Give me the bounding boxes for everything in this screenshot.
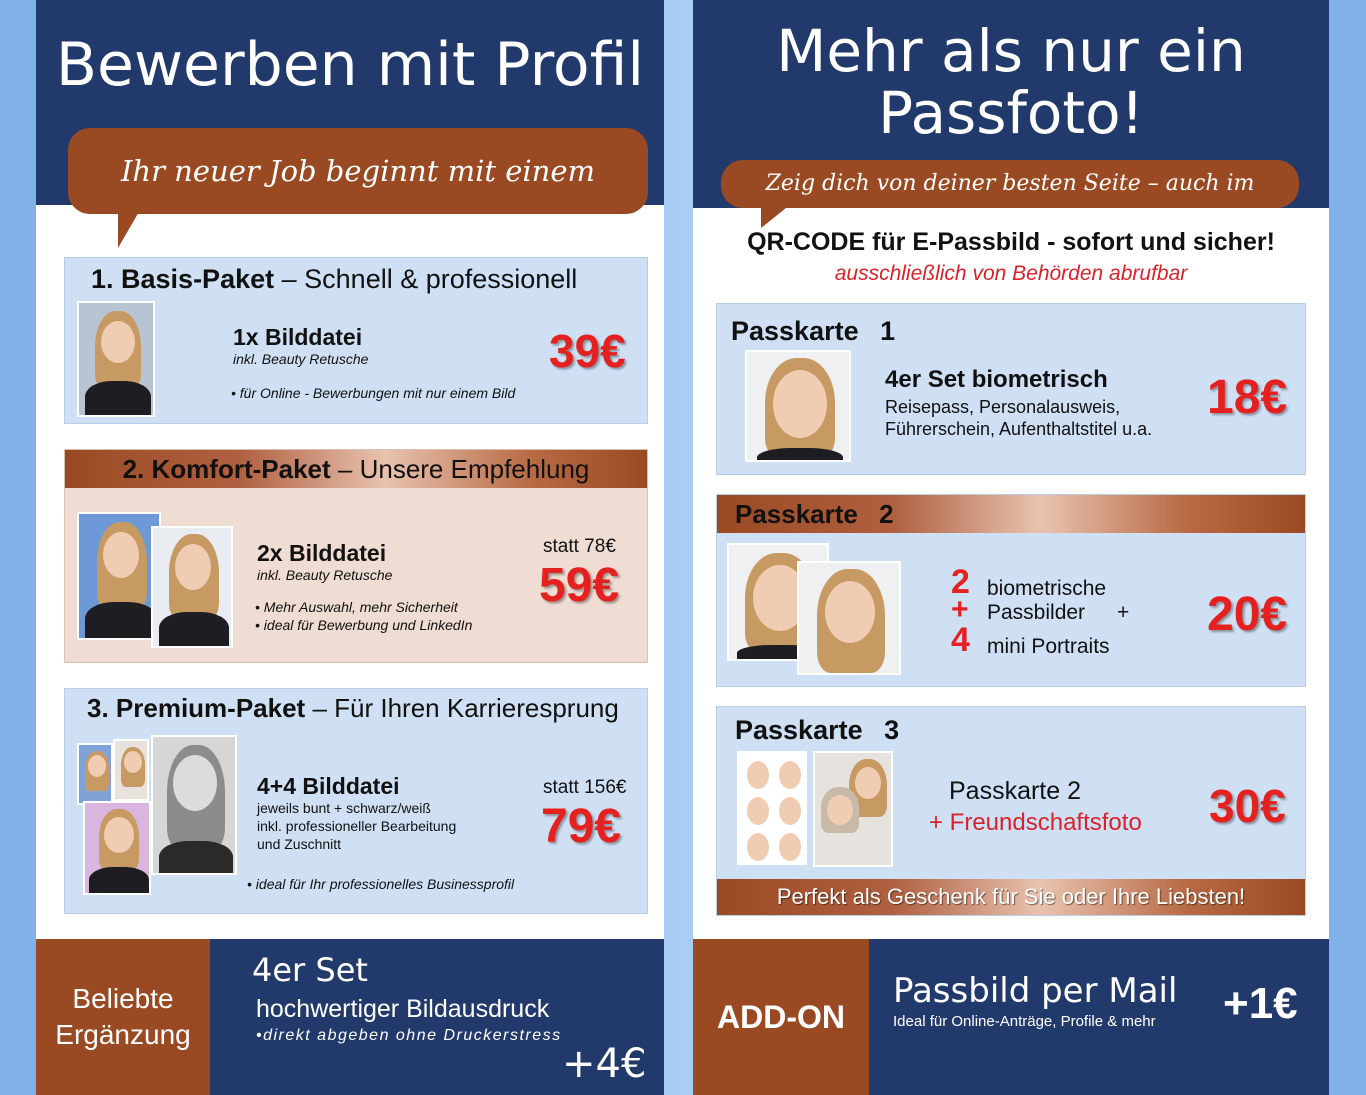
passport-photo-sheet <box>737 751 807 865</box>
package-basis-note: • für Online - Bewerbungen mit nur einem… <box>231 385 516 401</box>
package-premium-name: 3. Premium-Paket <box>87 693 306 723</box>
passkarte-2-count-2: 4 <box>951 621 970 659</box>
qr-title: QR-CODE für E-Passbild - sofort und sich… <box>747 228 1275 256</box>
passkarte-2-price: 20€ <box>1207 588 1288 641</box>
portrait-photo <box>77 301 155 417</box>
package-basis-heading: 1. Basis-Paket – Schnell & professionell <box>91 264 578 294</box>
passkarte-2-plus-1: + <box>951 593 969 626</box>
package-komfort-name: 2. Komfort-Paket <box>122 454 331 484</box>
package-komfort-tagline: Unsere Empfehlung <box>359 454 590 484</box>
passkarte-1-heading: Passkarte 1 <box>731 316 895 347</box>
bottom-price: +4€ <box>562 1041 647 1087</box>
portrait-photo <box>77 743 113 805</box>
package-premium-old-price: statt 156€ <box>543 777 627 798</box>
portrait-photo <box>83 801 151 895</box>
package-komfort-note-1: • Mehr Auswahl, mehr Sicherheit <box>255 599 458 615</box>
package-komfort-item: 2x Bilddatei <box>257 540 387 566</box>
passkarte-2-count-1: 2 <box>951 563 970 601</box>
bottom-mail-offer: Passbild per Mail Ideal für Online-Anträ… <box>893 939 1313 1095</box>
gift-banner: Perfekt als Geschenk für Sie oder Ihre L… <box>717 879 1305 915</box>
bottom-line-1: 4er Set <box>252 951 368 989</box>
bottom-tag-addon: ADD-ON <box>693 939 869 1095</box>
portrait-photo <box>113 739 149 801</box>
left-flyer: Bewerben mit Profil Ihr neuer Job beginn… <box>36 0 664 1095</box>
package-basis-sub: inkl. Beauty Retusche <box>233 351 369 367</box>
passkarte-3-item-2: + Freundschaftsfoto <box>929 809 1142 836</box>
passkarte-2-name: Passkarte <box>735 499 858 529</box>
right-bubble-tail <box>761 204 791 228</box>
package-premium: 3. Premium-Paket – Für Ihren Karrierespr… <box>64 688 648 914</box>
passkarte-1-name: Passkarte <box>731 316 859 346</box>
passkarte-1-price: 18€ <box>1207 371 1288 424</box>
right-title: Mehr als nur ein Passfoto! <box>693 20 1329 144</box>
passkarte-3-heading: Passkarte 3 <box>735 715 899 746</box>
bottom-tag-beliebte: Beliebte Ergänzung <box>36 939 210 1095</box>
bottom-print-offer: 4er Set hochwertiger Bildausdruck •direk… <box>252 939 656 1095</box>
passkarte-1-num: 1 <box>880 316 896 346</box>
portrait-photo <box>797 561 901 675</box>
package-basis-item: 1x Bilddatei <box>233 324 363 350</box>
passkarte-1-sub-2: Führerschein, Aufenthaltstitel u.a. <box>885 419 1153 439</box>
passkarte-2-num: 2 <box>879 499 894 529</box>
left-speech-bubble: Ihr neuer Job beginnt mit einem starken … <box>68 128 648 274</box>
package-premium-note: • ideal für Ihr professionelles Business… <box>247 876 515 892</box>
right-flyer: Mehr als nur ein Passfoto! Zeig dich von… <box>693 0 1329 1095</box>
left-bubble-tail <box>118 210 140 248</box>
mail-offer-line-1: Passbild per Mail <box>893 971 1178 1011</box>
bottom-line-2: hochwertiger Bildausdruck <box>256 995 550 1023</box>
passkarte-2-band: Passkarte 2 <box>717 495 1305 533</box>
package-premium-tagline: Für Ihren Karrieresprung <box>334 693 619 723</box>
passkarte-2-text-3: mini Portraits <box>987 635 1110 658</box>
right-title-line-1: Mehr als nur ein <box>776 17 1246 85</box>
package-premium-sub-2: inkl. professioneller Bearbeitung <box>257 818 457 834</box>
package-komfort-price: 59€ <box>539 559 620 612</box>
passkarte-2-plus-2: + <box>1117 601 1130 624</box>
passkarte-1-sub-1: Reisepass, Personalausweis, <box>885 397 1121 417</box>
left-title: Bewerben mit Profil <box>55 30 645 100</box>
passkarte-3: Passkarte 3 Passkarte 2 + Freundschaftsf… <box>716 706 1306 916</box>
portrait-photo <box>77 512 161 640</box>
passkarte-3-num: 3 <box>884 715 900 745</box>
passport-photo <box>745 350 851 462</box>
mail-offer-line-2: Ideal für Online-Anträge, Profile & mehr <box>893 1013 1156 1030</box>
passkarte-1-item: 4er Set biometrisch <box>885 366 1108 393</box>
package-komfort-sub: inkl. Beauty Retusche <box>257 567 393 583</box>
bottom-tag-line-2: Ergänzung <box>55 1019 191 1050</box>
passkarte-2-text-2: Passbilder <box>987 601 1086 624</box>
portrait-photo <box>151 526 233 648</box>
bottom-line-3: •direkt abgeben ohne Druckerstress <box>256 1027 562 1044</box>
passkarte-3-item: Passkarte 2 <box>949 777 1082 805</box>
package-premium-sub-3: und Zuschnitt <box>257 836 342 852</box>
friendship-photo <box>813 751 893 867</box>
bottom-tag-line-1: Beliebte <box>72 983 174 1014</box>
passkarte-3-name: Passkarte <box>735 715 863 745</box>
package-premium-price: 79€ <box>541 800 622 853</box>
package-basis-tagline: Schnell & professionell <box>304 264 578 294</box>
portrait-photo-bw <box>151 735 237 875</box>
package-basis: 1. Basis-Paket – Schnell & professionell… <box>64 257 648 424</box>
package-komfort-note-2: • ideal für Bewerbung und LinkedIn <box>255 617 473 633</box>
package-basis-price: 39€ <box>549 325 626 377</box>
package-basis-name: 1. Basis-Paket <box>91 264 275 294</box>
left-bottom-bar: Beliebte Ergänzung 4er Set hochwertiger … <box>36 939 664 1095</box>
package-komfort-old-price: statt 78€ <box>543 536 616 557</box>
package-komfort-band: 2. Komfort-Paket – Unsere Empfehlung <box>65 450 647 488</box>
passkarte-1: Passkarte 1 4er Set biometrisch Reisepas… <box>716 303 1306 475</box>
package-premium-item: 4+4 Bilddatei <box>257 773 400 799</box>
right-title-line-2: Passfoto! <box>878 79 1144 147</box>
right-speech-bubble: Zeig dich von deiner besten Seite – auch… <box>721 160 1299 244</box>
mail-offer-price: +1€ <box>1223 979 1298 1028</box>
right-bottom-bar: ADD-ON Passbild per Mail Ideal für Onlin… <box>693 939 1329 1095</box>
package-komfort: 2. Komfort-Paket – Unsere Empfehlung 2x … <box>64 449 648 663</box>
qr-subtitle: ausschließlich von Behörden abrufbar <box>834 262 1188 285</box>
passkarte-3-price: 30€ <box>1209 780 1286 832</box>
passkarte-2: Passkarte 2 2 biometrische + Passbilder … <box>716 494 1306 687</box>
passkarte-2-text-1: biometrische <box>987 577 1107 600</box>
package-premium-heading: 3. Premium-Paket – Für Ihren Karrierespr… <box>87 693 619 723</box>
package-premium-sub-1: jeweils bunt + schwarz/weiß <box>257 800 431 816</box>
